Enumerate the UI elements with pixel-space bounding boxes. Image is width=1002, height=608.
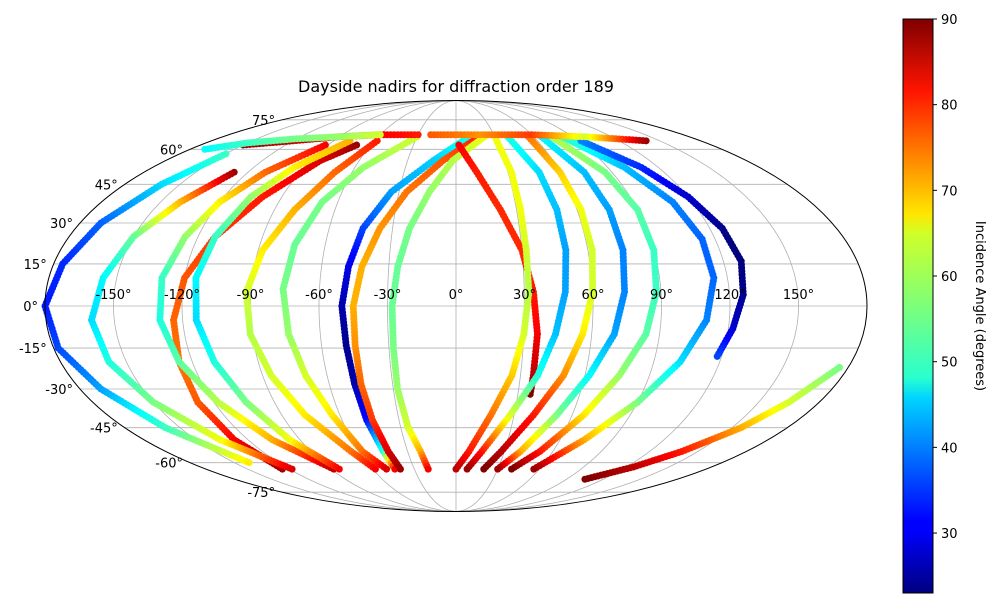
longitude-tick-label: -150° — [95, 288, 131, 303]
longitude-tick-label: -30° — [374, 288, 402, 303]
latitude-tick-label: 30° — [50, 217, 73, 232]
latitude-tick-label: -60° — [155, 457, 183, 472]
map-outline — [44, 100, 868, 512]
latitude-tick-label: -45° — [90, 422, 118, 437]
colorbar-tick-label: 40 — [941, 441, 958, 456]
nadir-point — [508, 465, 516, 473]
nadir-point — [463, 465, 471, 473]
nadir-point — [376, 131, 384, 139]
longitude-tick-label: -60° — [305, 288, 333, 303]
scatter-points — [41, 131, 844, 483]
colorbar-tick-label: 70 — [941, 184, 958, 199]
latitude-tick-label: -30° — [45, 383, 73, 398]
colorbar-tick-label: 50 — [941, 356, 958, 371]
longitude-tick-label: 150° — [783, 288, 814, 303]
longitude-tick-label: -90° — [237, 288, 265, 303]
longitude-tick-label: -120° — [164, 288, 200, 303]
colorbar-ticks: 30 40 50 60 70 80 90 — [933, 13, 958, 542]
nadir-point — [353, 141, 361, 149]
colorbar-label: Incidence Angle (degrees) — [972, 221, 987, 391]
longitude-tick-label: 60° — [581, 288, 604, 303]
chart-title: Dayside nadirs for diffraction order 189 — [298, 77, 614, 96]
nadir-point — [530, 465, 538, 473]
nadir-point — [581, 475, 589, 483]
latitude-tick-label: 60° — [160, 143, 183, 158]
latitude-tick-label: 45° — [95, 178, 118, 193]
latitude-tick-labels: -75° -60° -45° -30° -15° 0° 15° 30° 45° 60° 75° — [19, 114, 275, 501]
latitude-tick-label: 15° — [24, 258, 47, 273]
latitude-tick-label: -75° — [247, 486, 275, 501]
colorbar-tick-label: 90 — [941, 13, 958, 28]
longitude-tick-label: 30° — [513, 288, 536, 303]
longitude-tick-label: 90° — [650, 288, 673, 303]
latitude-tick-label: 75° — [252, 114, 275, 129]
nadir-point — [414, 131, 422, 139]
nadir-point — [396, 465, 404, 473]
nadir-point — [383, 465, 391, 473]
latitude-tick-label: -15° — [19, 342, 47, 357]
graticule — [45, 100, 867, 512]
colorbar — [902, 18, 934, 594]
colorbar-tick-label: 80 — [941, 99, 958, 114]
nadir-point — [288, 465, 296, 473]
nadir-point — [335, 465, 343, 473]
latitude-tick-label: 0° — [23, 300, 38, 315]
nadir-point — [424, 465, 432, 473]
longitude-tick-label: 0° — [449, 288, 464, 303]
nadir-point — [452, 465, 460, 473]
nadir-point — [494, 465, 502, 473]
colorbar-tick-label: 30 — [941, 527, 958, 542]
longitude-tick-labels: -150° -120° -90° -60° -30° 0° 30° 60° 90° 120° 150… — [95, 288, 814, 303]
nadir-point — [245, 459, 253, 467]
longitude-tick-label: 120° — [714, 288, 745, 303]
colorbar-tick-label: 60 — [941, 270, 958, 285]
nadir-point — [371, 465, 379, 473]
nadir-point — [642, 137, 650, 145]
nadir-point — [713, 352, 721, 360]
nadir-point — [480, 465, 488, 473]
